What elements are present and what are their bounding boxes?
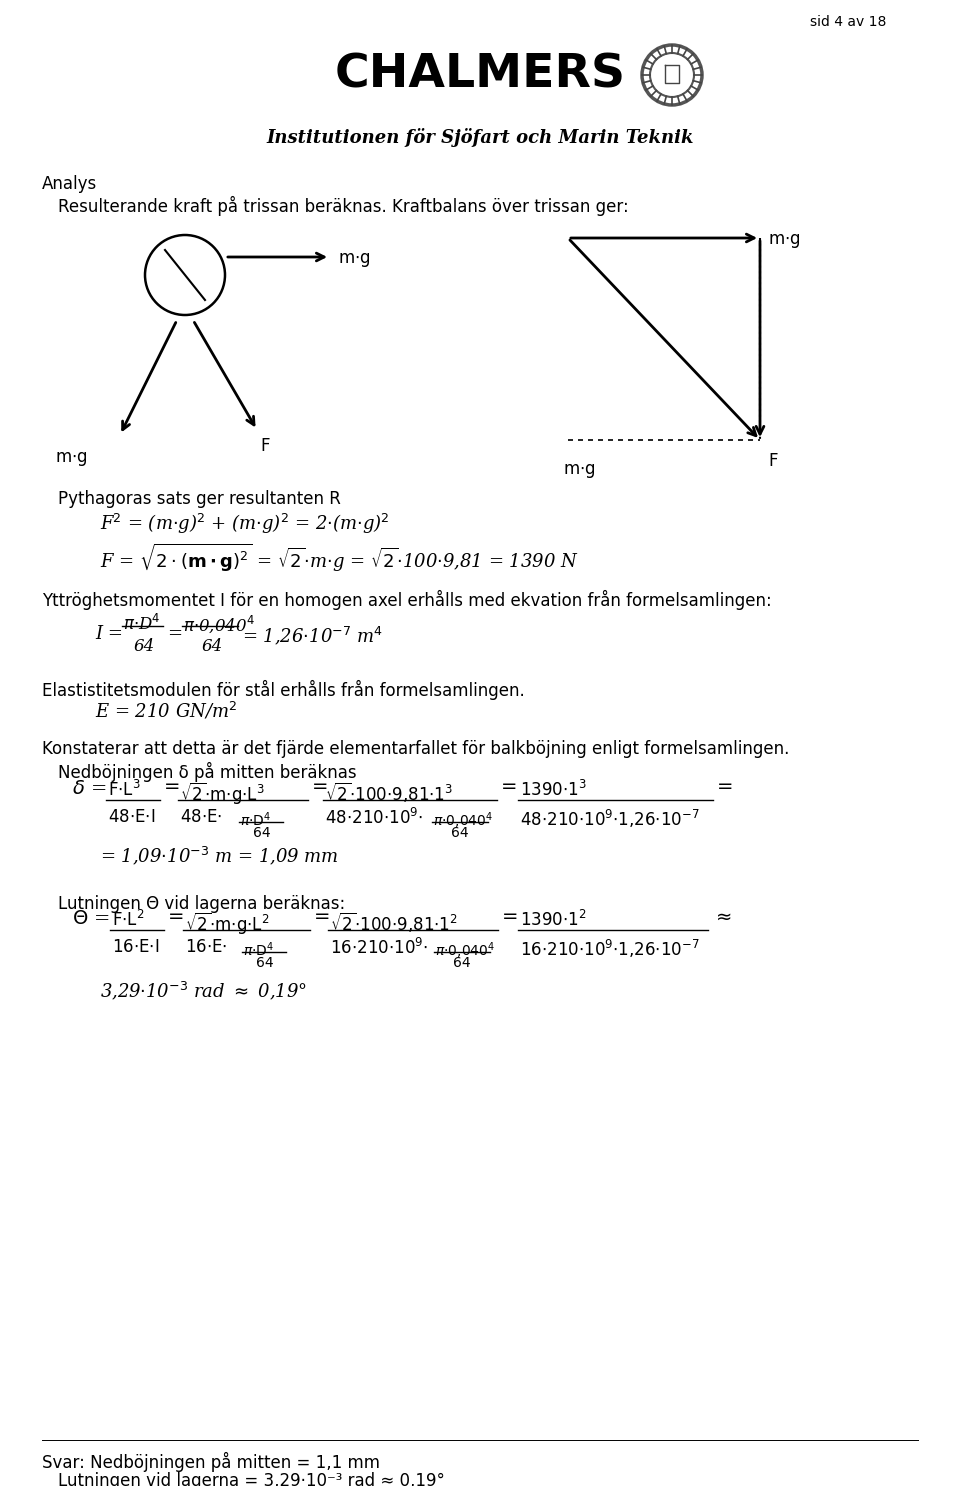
Text: 3,29$\cdot$10$^{-3}$ rad $\approx$ 0,19°: 3,29$\cdot$10$^{-3}$ rad $\approx$ 0,19° bbox=[100, 979, 307, 1003]
Text: Lutningen Θ vid lagerna beräknas:: Lutningen Θ vid lagerna beräknas: bbox=[58, 895, 346, 912]
Text: 48$\cdot$E$\cdot$I: 48$\cdot$E$\cdot$I bbox=[108, 808, 156, 826]
Text: Analys: Analys bbox=[42, 175, 97, 193]
Text: Pythagoras sats ger resultanten R: Pythagoras sats ger resultanten R bbox=[58, 490, 341, 508]
Text: 1390$\cdot$1$^{2}$: 1390$\cdot$1$^{2}$ bbox=[520, 909, 587, 930]
Text: 48$\cdot$210$\cdot$10$^{9}$$\cdot$: 48$\cdot$210$\cdot$10$^{9}$$\cdot$ bbox=[325, 808, 423, 828]
Text: = 1,26$\cdot$10$^{-7}$ m$^{4}$: = 1,26$\cdot$10$^{-7}$ m$^{4}$ bbox=[242, 626, 383, 648]
Text: 48$\cdot$E$\cdot$: 48$\cdot$E$\cdot$ bbox=[180, 808, 223, 826]
Text: Elastistitetsmodulen för stål erhålls från formelsamlingen.: Elastistitetsmodulen för stål erhålls fr… bbox=[42, 681, 525, 700]
Text: m$\cdot$g: m$\cdot$g bbox=[563, 462, 595, 480]
Text: = 1,09$\cdot$10$^{-3}$ m = 1,09 mm: = 1,09$\cdot$10$^{-3}$ m = 1,09 mm bbox=[100, 846, 339, 868]
Text: Nedböjningen δ på mitten beräknas: Nedböjningen δ på mitten beräknas bbox=[58, 762, 356, 782]
Text: $\pi$$\cdot$D$^{4}$: $\pi$$\cdot$D$^{4}$ bbox=[240, 810, 271, 829]
Text: =: = bbox=[167, 626, 182, 643]
Text: m$\cdot$g: m$\cdot$g bbox=[338, 251, 371, 269]
Text: $\Theta$ =: $\Theta$ = bbox=[72, 909, 109, 927]
Text: F$^{2}$ = (m$\cdot$g)$^{2}$ + (m$\cdot$g)$^{2}$ = 2$\cdot$(m$\cdot$g)$^{2}$: F$^{2}$ = (m$\cdot$g)$^{2}$ + (m$\cdot$g… bbox=[100, 513, 390, 536]
Text: sid 4 av 18: sid 4 av 18 bbox=[810, 15, 886, 30]
Text: $\sqrt{2}$$\cdot$100$\cdot$9,81$\cdot$1$^{2}$: $\sqrt{2}$$\cdot$100$\cdot$9,81$\cdot$1$… bbox=[330, 909, 458, 935]
Text: 64: 64 bbox=[253, 826, 271, 840]
Text: =: = bbox=[501, 777, 517, 796]
Text: 64: 64 bbox=[453, 955, 470, 970]
Text: =: = bbox=[312, 777, 328, 796]
Text: =: = bbox=[717, 777, 733, 796]
Text: F = $\sqrt{2\cdot\left(\mathbf{m\cdot g}\right)^{2}}$ = $\sqrt{2}$$\cdot$m$\cdot: F = $\sqrt{2\cdot\left(\mathbf{m\cdot g}… bbox=[100, 542, 579, 575]
Text: =: = bbox=[164, 777, 180, 796]
Text: 1390$\cdot$1$^{3}$: 1390$\cdot$1$^{3}$ bbox=[520, 780, 587, 799]
Text: $\pi$$\cdot$0,040$^{4}$: $\pi$$\cdot$0,040$^{4}$ bbox=[433, 810, 493, 831]
Text: F$\cdot$L$^{3}$: F$\cdot$L$^{3}$ bbox=[108, 780, 141, 799]
Text: $\sqrt{2}$$\cdot$m$\cdot$g$\cdot$L$^{3}$: $\sqrt{2}$$\cdot$m$\cdot$g$\cdot$L$^{3}$ bbox=[180, 780, 265, 805]
Text: Konstaterar att detta är det fjärde elementarfallet för balkböjning enligt forme: Konstaterar att detta är det fjärde elem… bbox=[42, 740, 789, 758]
Text: I =: I = bbox=[95, 626, 129, 643]
Text: 16$\cdot$E$\cdot$I: 16$\cdot$E$\cdot$I bbox=[112, 938, 159, 955]
Text: 64: 64 bbox=[451, 826, 468, 840]
Text: 64: 64 bbox=[256, 955, 274, 970]
Text: 16$\cdot$210$\cdot$10$^{9}$$\cdot$: 16$\cdot$210$\cdot$10$^{9}$$\cdot$ bbox=[330, 938, 428, 958]
Text: $\pi$$\cdot$D$^{4}$: $\pi$$\cdot$D$^{4}$ bbox=[243, 941, 275, 958]
Text: Institutionen för Sjöfart och Marin Teknik: Institutionen för Sjöfart och Marin Tekn… bbox=[266, 128, 694, 147]
Text: =: = bbox=[502, 906, 518, 926]
Text: $\pi$$\cdot$0,040$^{4}$: $\pi$$\cdot$0,040$^{4}$ bbox=[183, 614, 254, 636]
Text: F: F bbox=[260, 437, 270, 455]
Text: Lutningen vid lagerna = 3,29·10⁻³ rad ≈ 0,19°: Lutningen vid lagerna = 3,29·10⁻³ rad ≈ … bbox=[58, 1473, 444, 1486]
Text: CHALMERS: CHALMERS bbox=[334, 52, 626, 97]
Text: Svar: Nedböjningen på mitten = 1,1 mm: Svar: Nedböjningen på mitten = 1,1 mm bbox=[42, 1452, 380, 1473]
Text: m$\cdot$g: m$\cdot$g bbox=[768, 232, 801, 250]
Text: 64: 64 bbox=[202, 637, 224, 655]
Text: F: F bbox=[768, 452, 778, 470]
Text: =: = bbox=[314, 906, 330, 926]
Text: $\sqrt{2}$$\cdot$m$\cdot$g$\cdot$L$^{2}$: $\sqrt{2}$$\cdot$m$\cdot$g$\cdot$L$^{2}$ bbox=[185, 909, 270, 936]
Text: Yttröghetsmomentet I för en homogen axel erhålls med ekvation från formelsamling: Yttröghetsmomentet I för en homogen axel… bbox=[42, 590, 772, 611]
Text: F$\cdot$L$^{2}$: F$\cdot$L$^{2}$ bbox=[112, 909, 145, 930]
Text: m$\cdot$g: m$\cdot$g bbox=[55, 450, 87, 468]
Text: 48$\cdot$210$\cdot$10$^{9}$$\cdot$1,26$\cdot$10$^{-7}$: 48$\cdot$210$\cdot$10$^{9}$$\cdot$1,26$\… bbox=[520, 808, 700, 831]
Text: E = 210 GN/m$^{2}$: E = 210 GN/m$^{2}$ bbox=[95, 700, 237, 721]
Text: $\pi$$\cdot$0,040$^{4}$: $\pi$$\cdot$0,040$^{4}$ bbox=[435, 941, 495, 960]
Text: $\approx$: $\approx$ bbox=[712, 906, 732, 926]
Text: Resulterande kraft på trissan beräknas. Kraftbalans över trissan ger:: Resulterande kraft på trissan beräknas. … bbox=[58, 196, 629, 215]
Text: $\delta$ =: $\delta$ = bbox=[72, 780, 107, 798]
Text: 16$\cdot$E$\cdot$: 16$\cdot$E$\cdot$ bbox=[185, 938, 228, 955]
Text: $\sqrt{2}$$\cdot$100$\cdot$9,81$\cdot$1$^{3}$: $\sqrt{2}$$\cdot$100$\cdot$9,81$\cdot$1$… bbox=[325, 780, 453, 804]
Text: =: = bbox=[168, 906, 184, 926]
Text: $\pi$$\cdot$D$^{4}$: $\pi$$\cdot$D$^{4}$ bbox=[123, 614, 160, 635]
Text: 64: 64 bbox=[134, 637, 156, 655]
Text: 16$\cdot$210$\cdot$10$^{9}$$\cdot$1,26$\cdot$10$^{-7}$: 16$\cdot$210$\cdot$10$^{9}$$\cdot$1,26$\… bbox=[520, 938, 700, 960]
